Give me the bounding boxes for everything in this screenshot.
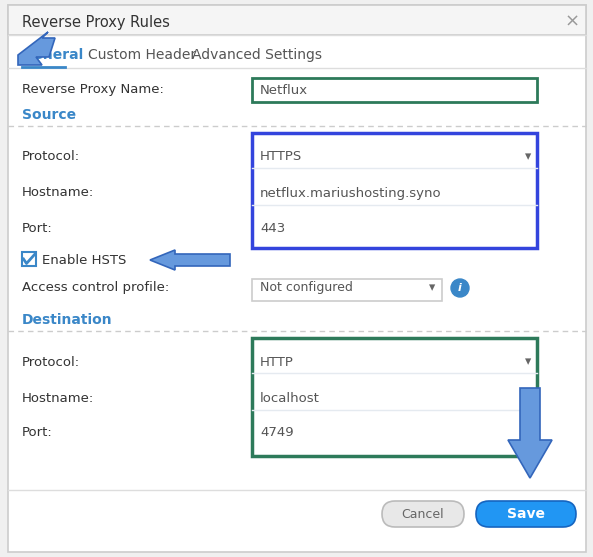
- Text: ×: ×: [565, 13, 579, 31]
- Bar: [22, 252, 36, 266]
- Text: Enable HSTS: Enable HSTS: [42, 253, 126, 266]
- Text: 443: 443: [260, 222, 285, 234]
- Polygon shape: [18, 32, 55, 65]
- Text: General: General: [22, 48, 83, 62]
- Text: Not configured: Not configured: [260, 281, 353, 295]
- Bar: [252, 338, 537, 456]
- Text: HTTP: HTTP: [260, 355, 294, 369]
- Text: Access control profile:: Access control profile:: [22, 281, 169, 295]
- Text: netflux.mariushosting.syno: netflux.mariushosting.syno: [260, 187, 442, 199]
- Text: HTTPS: HTTPS: [260, 150, 302, 164]
- Bar: [252, 78, 537, 102]
- Circle shape: [451, 279, 469, 297]
- Text: localhost: localhost: [260, 392, 320, 404]
- Text: Advanced Settings: Advanced Settings: [192, 48, 322, 62]
- Text: Hostname:: Hostname:: [22, 392, 94, 404]
- Text: Netflux: Netflux: [260, 84, 308, 96]
- FancyBboxPatch shape: [382, 501, 464, 527]
- FancyBboxPatch shape: [476, 501, 576, 527]
- Text: Protocol:: Protocol:: [22, 355, 80, 369]
- Text: Cancel: Cancel: [401, 507, 444, 520]
- Text: ▾: ▾: [525, 150, 531, 164]
- Bar: [252, 279, 442, 301]
- Text: ▾: ▾: [429, 281, 435, 295]
- Polygon shape: [508, 388, 552, 478]
- Text: Port:: Port:: [22, 222, 53, 234]
- Bar: [252, 133, 537, 248]
- Text: i: i: [458, 283, 462, 293]
- Text: Hostname:: Hostname:: [22, 187, 94, 199]
- Text: 4749: 4749: [260, 427, 294, 439]
- Text: Reverse Proxy Name:: Reverse Proxy Name:: [22, 84, 164, 96]
- Text: Port:: Port:: [22, 427, 53, 439]
- Text: Source: Source: [22, 108, 76, 122]
- Text: Reverse Proxy Rules: Reverse Proxy Rules: [22, 14, 170, 30]
- Text: Destination: Destination: [22, 313, 113, 327]
- Text: Save: Save: [507, 507, 545, 521]
- Bar: [8, 5, 586, 35]
- Polygon shape: [150, 250, 230, 270]
- Text: Protocol:: Protocol:: [22, 150, 80, 164]
- Text: Custom Header: Custom Header: [88, 48, 196, 62]
- Text: ▾: ▾: [525, 355, 531, 369]
